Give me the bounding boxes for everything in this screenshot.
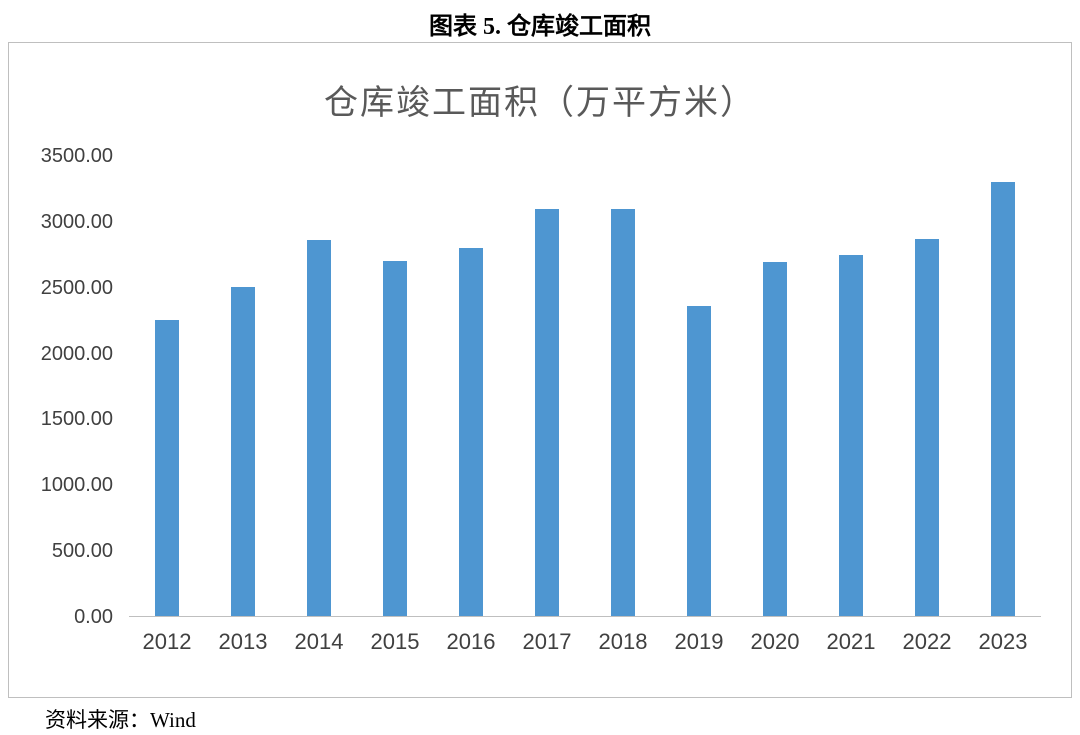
bar-2022 [915, 238, 939, 616]
bar-2015 [383, 261, 407, 616]
chart-title: 仓库竣工面积（万平方米） [324, 84, 756, 122]
page-title: 图表 5. 仓库竣工面积 [429, 14, 651, 40]
x-axis-spacer [29, 629, 129, 655]
y-tick-label: 1500.00 [40, 408, 113, 431]
x-tick-label: 2022 [902, 629, 952, 654]
x-tick-label: 2021 [826, 629, 876, 654]
bar-slot [509, 156, 585, 616]
y-tick-label: 3500.00 [40, 145, 113, 167]
y-tick-label: 3000.00 [40, 210, 113, 233]
y-tick-label: 500.00 [51, 540, 113, 563]
bar-2023 [991, 182, 1015, 616]
x-tick-label: 2018 [598, 629, 648, 654]
bar-slot [965, 156, 1041, 616]
bar-2017 [535, 208, 559, 616]
bar-slot [585, 156, 661, 616]
x-tick-label: 2017 [522, 629, 572, 654]
bar-slot [661, 156, 737, 616]
chart-body: 0.00 500.00 1000.00 1500.00 2000.00 2500.00 30… [29, 146, 1041, 627]
y-tick-label: 0.00 [74, 606, 113, 628]
bar-slot [205, 156, 281, 616]
bar-2019 [687, 305, 711, 616]
y-tick-label: 2500.00 [40, 276, 113, 299]
bar-slot [813, 156, 889, 616]
x-tick-label: 2012 [142, 629, 192, 654]
y-tick-label: 2000.00 [40, 342, 113, 365]
x-tick-label: 2014 [294, 629, 344, 654]
x-axis: 2012 2013 2014 2015 2016 2017 2018 2019 2020 2021… [29, 629, 1041, 655]
x-tick-label: 2016 [446, 629, 496, 654]
bar-slot [129, 156, 205, 616]
x-tick-label: 2023 [978, 629, 1028, 654]
x-labels: 2012 2013 2014 2015 2016 2017 2018 2019 2020 2021… [129, 629, 1041, 655]
bar-slot [889, 156, 965, 616]
x-tick-label: 2019 [674, 629, 724, 654]
bar-2020 [763, 262, 787, 616]
bar-2012 [155, 320, 179, 616]
y-tick-label: 1000.00 [40, 474, 113, 497]
chart-frame: 仓库竣工面积（万平方米） 0.00 500.00 1000.00 1500.00 200… [8, 42, 1072, 698]
bar-2014 [307, 240, 331, 616]
plot-area [129, 156, 1041, 617]
x-tick-label: 2013 [218, 629, 268, 654]
bar-2018 [611, 208, 635, 616]
y-axis: 0.00 500.00 1000.00 1500.00 2000.00 2500.00 30… [29, 146, 129, 627]
bar-2013 [231, 287, 255, 616]
bar-slot [433, 156, 509, 616]
bar-2016 [459, 248, 483, 616]
bars [129, 156, 1041, 616]
x-tick-label: 2015 [370, 629, 420, 654]
bar-slot [357, 156, 433, 616]
x-tick-label: 2020 [750, 629, 800, 654]
bar-slot [737, 156, 813, 616]
bar-slot [281, 156, 357, 616]
source-note: 资料来源：Wind [45, 708, 196, 732]
bar-2021 [839, 254, 863, 616]
